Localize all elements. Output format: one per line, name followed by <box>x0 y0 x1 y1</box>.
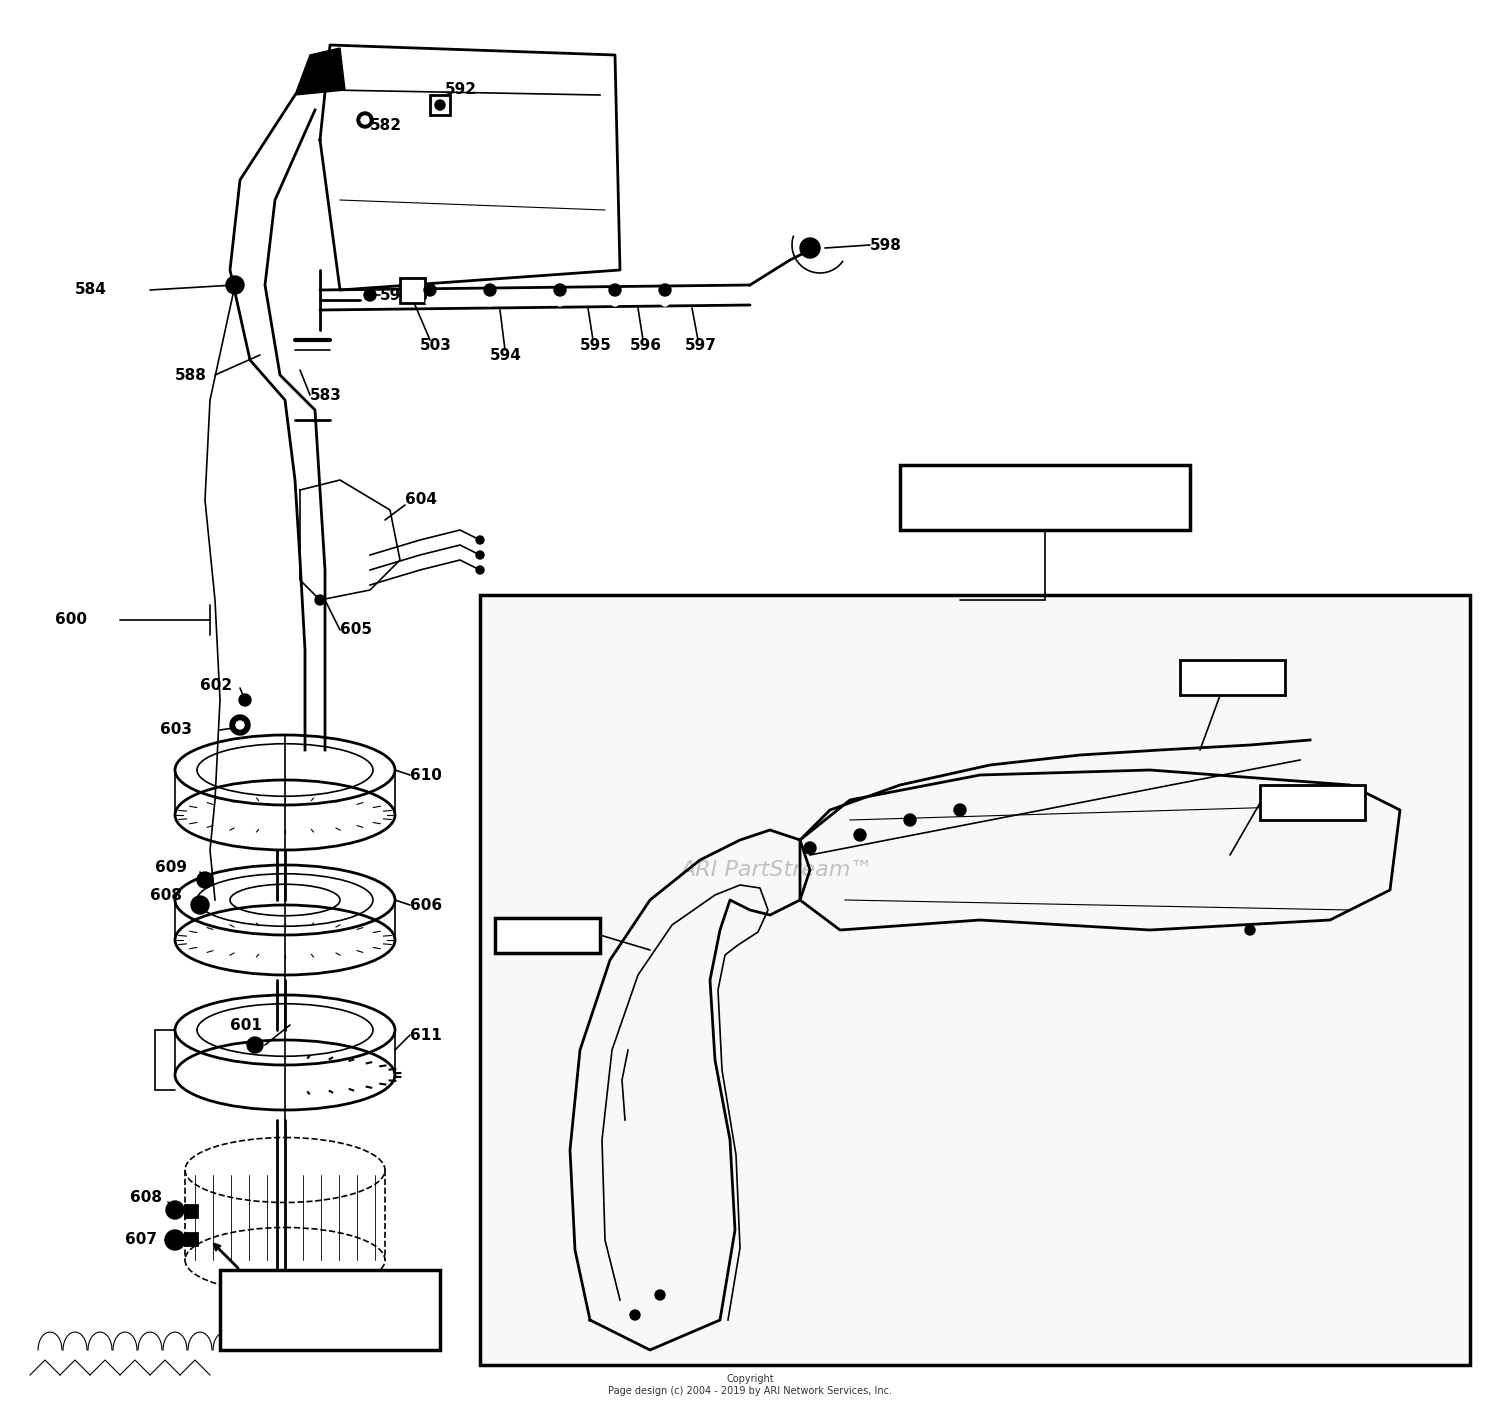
Text: REF. AUGER
HOUSING: REF. AUGER HOUSING <box>280 1294 380 1326</box>
Text: 600-2: 600-2 <box>1288 795 1338 810</box>
Circle shape <box>248 1037 262 1053</box>
Text: 503: 503 <box>420 338 452 352</box>
Bar <box>184 1232 196 1245</box>
Text: 608: 608 <box>130 1190 162 1206</box>
Circle shape <box>364 289 376 301</box>
Circle shape <box>609 285 621 296</box>
Text: 582: 582 <box>370 118 402 133</box>
Text: 597: 597 <box>686 338 717 352</box>
Circle shape <box>904 815 916 826</box>
Bar <box>184 1204 196 1217</box>
Text: 598: 598 <box>870 237 901 252</box>
Text: 607: 607 <box>124 1232 158 1248</box>
Bar <box>220 1270 440 1350</box>
Circle shape <box>426 299 433 306</box>
Circle shape <box>476 536 484 544</box>
Text: 606: 606 <box>410 897 442 913</box>
Text: 605: 605 <box>340 622 372 638</box>
Text: 610: 610 <box>410 767 442 782</box>
Circle shape <box>362 116 369 123</box>
Bar <box>900 465 1190 530</box>
Text: 602: 602 <box>200 677 232 693</box>
Circle shape <box>357 112 374 128</box>
Circle shape <box>1245 925 1256 935</box>
Circle shape <box>476 566 484 573</box>
Text: 604: 604 <box>405 492 436 508</box>
Circle shape <box>554 285 566 296</box>
Text: 588: 588 <box>176 367 207 383</box>
Bar <box>430 95 450 115</box>
Text: 584: 584 <box>75 282 106 297</box>
Text: 599: 599 <box>380 287 412 303</box>
Circle shape <box>610 299 620 306</box>
Circle shape <box>238 694 250 707</box>
Text: 583: 583 <box>310 387 342 402</box>
Circle shape <box>656 1290 664 1300</box>
Text: 611: 611 <box>410 1028 441 1043</box>
Circle shape <box>476 551 484 559</box>
Text: 609: 609 <box>154 861 188 875</box>
Circle shape <box>800 238 820 258</box>
Circle shape <box>486 299 494 306</box>
Circle shape <box>954 803 966 816</box>
Circle shape <box>166 1202 184 1218</box>
Circle shape <box>236 721 244 729</box>
Text: 594: 594 <box>490 348 522 363</box>
Circle shape <box>165 1230 184 1251</box>
Bar <box>1260 785 1365 820</box>
Text: 600: 600 <box>56 613 87 628</box>
Circle shape <box>630 1309 640 1321</box>
Circle shape <box>196 872 213 887</box>
Bar <box>400 278 424 303</box>
Text: REF. KEY# 600: REF. KEY# 600 <box>972 489 1119 508</box>
Text: ARI PartStream™: ARI PartStream™ <box>680 859 873 880</box>
Circle shape <box>230 715 251 735</box>
Text: Copyright
Page design (c) 2004 - 2019 by ARI Network Services, Inc.: Copyright Page design (c) 2004 - 2019 by… <box>608 1374 892 1396</box>
Text: 596: 596 <box>630 338 662 352</box>
Bar <box>1180 660 1286 695</box>
Text: 601: 601 <box>230 1018 262 1032</box>
Circle shape <box>424 285 436 296</box>
Circle shape <box>853 829 865 841</box>
Polygon shape <box>296 48 345 95</box>
Circle shape <box>315 594 326 606</box>
Circle shape <box>190 896 208 914</box>
Bar <box>495 918 600 953</box>
Circle shape <box>226 276 244 294</box>
Text: 608: 608 <box>150 887 182 903</box>
Text: 600-3: 600-3 <box>1209 670 1257 686</box>
Circle shape <box>662 299 669 306</box>
Bar <box>480 594 1470 1366</box>
Text: 595: 595 <box>580 338 612 352</box>
Text: 600-1: 600-1 <box>524 928 573 942</box>
Text: 603: 603 <box>160 722 192 737</box>
Circle shape <box>804 843 816 854</box>
Circle shape <box>435 100 445 109</box>
Circle shape <box>556 299 564 306</box>
Circle shape <box>658 285 670 296</box>
Text: 592: 592 <box>446 83 477 98</box>
Circle shape <box>484 285 496 296</box>
